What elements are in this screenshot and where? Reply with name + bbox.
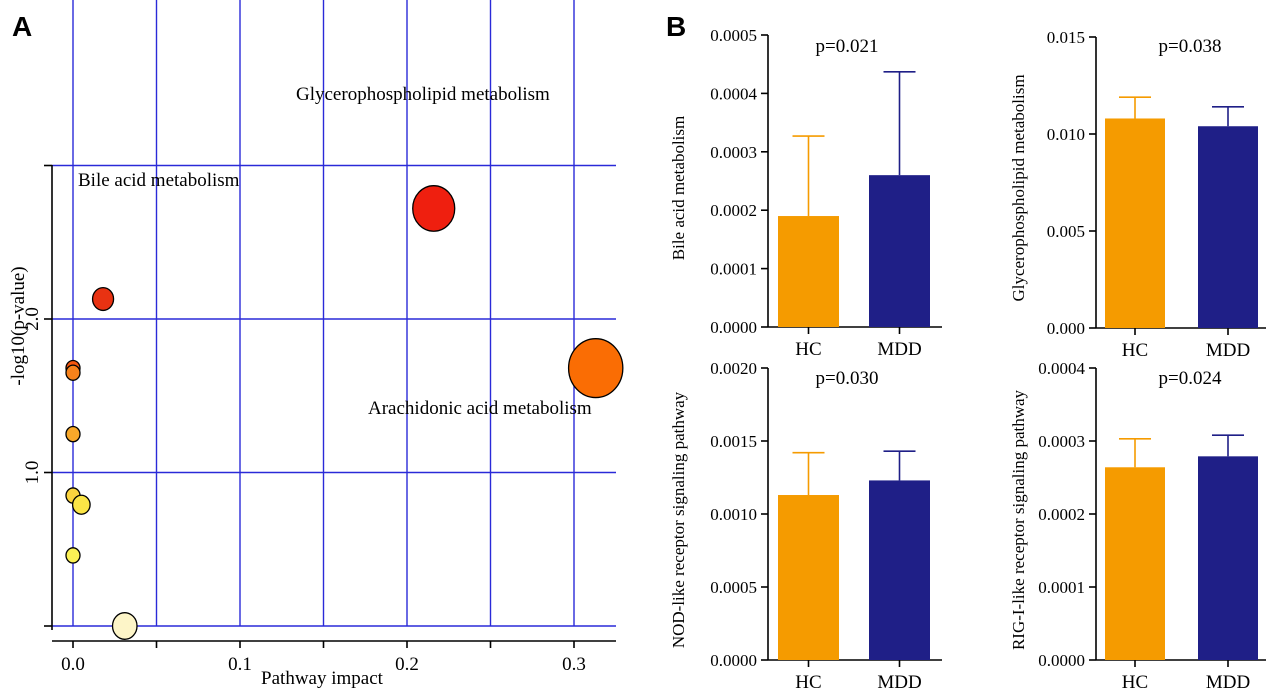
- y-tick-label: 0.0005: [710, 26, 757, 45]
- y-tick-label: 0.0000: [710, 651, 757, 670]
- x-tick-label: 0.1: [228, 654, 252, 675]
- x-tick-label: HC: [1122, 672, 1148, 692]
- y-axis-label: -log10(p-value): [8, 266, 29, 385]
- y-tick-label: 2.0: [22, 307, 43, 331]
- y-tick-label: 0.0015: [710, 432, 757, 451]
- y-tick-label: 0.005: [1047, 222, 1085, 241]
- y-tick-label: 0.0020: [710, 359, 757, 378]
- y-tick-label: 0.0000: [710, 318, 757, 337]
- bile-acid-bar-chart: 0.0000 0.0001 0.0002 0.0003 0.0004 0.0005 HC MD…: [669, 26, 942, 360]
- scatter-point: [71, 494, 91, 515]
- y-axis-label: NOD-like receptor signaling pathway: [669, 391, 688, 648]
- y-tick-label: 0.0004: [1038, 359, 1085, 378]
- x-tick-label: MDD: [877, 672, 921, 692]
- p-value-annotation: p=0.030: [816, 368, 879, 389]
- x-tick-label: 0.3: [562, 654, 586, 675]
- x-tick-label: 0.0: [61, 654, 85, 675]
- y-tick-label: 0.0001: [710, 260, 757, 279]
- y-tick-label: 1.0: [22, 461, 43, 485]
- scatter-point-label: Glycerophospholipid metabolism: [296, 84, 550, 105]
- p-value-annotation: p=0.021: [816, 36, 879, 57]
- p-value-annotation: p=0.024: [1159, 368, 1222, 389]
- panel-label-b: B: [666, 11, 686, 42]
- glycerophospholipid-bar-chart: 0.000 0.005 0.010 0.015 HC MDD p=0.038 Glycerop…: [1009, 28, 1266, 361]
- bar: [869, 175, 930, 327]
- panel-label-a: A: [12, 11, 32, 42]
- rig-like-bar-chart: 0.0000 0.0001 0.0002 0.0003 0.0004 HC MDD p=0.0…: [1009, 359, 1266, 692]
- x-tick-label: MDD: [1206, 340, 1250, 361]
- bar: [778, 216, 839, 327]
- x-tick-label: MDD: [1206, 672, 1250, 692]
- y-tick-label: 0.0010: [710, 505, 757, 524]
- bar: [1105, 118, 1165, 328]
- y-tick-label: 0.015: [1047, 28, 1085, 47]
- y-tick-label: 0.0000: [1038, 651, 1085, 670]
- scatter-point: [65, 425, 81, 443]
- scatter-point-label: Arachidonic acid metabolism: [368, 398, 592, 419]
- y-tick-label: 0.0002: [710, 201, 757, 220]
- y-axis-label: Bile acid metabolism: [669, 116, 688, 260]
- y-axis-label: RIG-I-like receptor signaling pathway: [1009, 389, 1028, 650]
- y-tick-label: 0.0001: [1038, 578, 1085, 597]
- bar: [1198, 126, 1258, 329]
- nod-like-bar-chart: 0.0000 0.0005 0.0010 0.0015 0.0020 HC MDD p=0.0…: [669, 359, 942, 692]
- scatter-point: [65, 547, 81, 564]
- x-axis-label: Pathway impact: [261, 668, 384, 689]
- bar: [1198, 456, 1258, 660]
- scatter-point: [412, 185, 456, 232]
- bar: [1105, 467, 1165, 660]
- y-tick-label: 0.0003: [710, 143, 757, 162]
- scatter-point: [111, 612, 138, 640]
- y-tick-label: 0.0004: [710, 84, 757, 103]
- x-tick-label: MDD: [877, 339, 921, 360]
- pathway-impact-scatter: 0.0 0.1 0.2 0.3 1.0 2.0 Pathway impact -log10(p…: [8, 0, 624, 689]
- y-tick-label: 0.0003: [1038, 432, 1085, 451]
- scatter-point-label: Bile acid metabolism: [78, 170, 240, 191]
- scatter-point: [567, 338, 624, 399]
- bar: [869, 480, 930, 660]
- x-tick-label: HC: [795, 672, 821, 692]
- x-tick-label: HC: [1122, 340, 1148, 361]
- bar: [778, 495, 839, 660]
- scatter-point: [91, 286, 115, 312]
- y-tick-label: 0.0002: [1038, 505, 1085, 524]
- p-value-annotation: p=0.038: [1159, 36, 1222, 57]
- y-axis-label: Glycerophospholipid metabolism: [1009, 74, 1028, 301]
- x-tick-label: HC: [795, 339, 821, 360]
- scatter-point: [65, 364, 81, 381]
- x-tick-label: 0.2: [395, 654, 419, 675]
- y-tick-label: 0.0005: [710, 578, 757, 597]
- y-tick-label: 0.010: [1047, 125, 1085, 144]
- y-tick-label: 0.000: [1047, 319, 1085, 338]
